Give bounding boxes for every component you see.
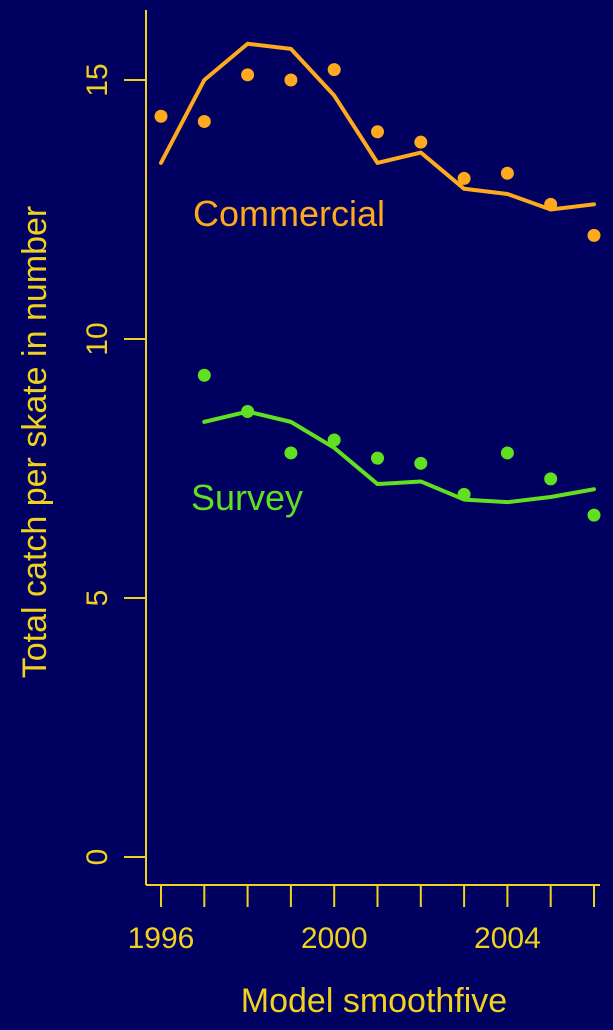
- x-tick-label: 2004: [474, 922, 541, 955]
- commercial-data-point: [327, 63, 341, 77]
- survey-data-point: [284, 446, 298, 460]
- commercial-data-point: [197, 114, 211, 128]
- survey-data-point: [327, 433, 341, 447]
- commercial-data-point: [587, 228, 601, 242]
- x-tick-label: 1996: [128, 922, 195, 955]
- commercial-data-point: [457, 171, 471, 185]
- survey-data-point: [500, 446, 514, 460]
- commercial-data-point: [544, 197, 558, 211]
- survey-data-point: [241, 405, 255, 419]
- y-axis-title: Total catch per skate in number: [16, 206, 54, 678]
- survey-data-point: [544, 472, 558, 486]
- y-tick-label: 15: [81, 63, 114, 96]
- commercial-data-point: [154, 109, 168, 123]
- survey-data-point: [587, 508, 601, 522]
- x-axis-title: Model smoothfive: [241, 982, 507, 1020]
- y-tick-label: 0: [81, 849, 114, 866]
- commercial-data-point: [241, 68, 255, 82]
- commercial-data-point: [414, 135, 428, 149]
- commercial-data-point: [371, 125, 384, 139]
- survey-data-point: [197, 368, 211, 382]
- x-tick-label: 2000: [301, 922, 368, 955]
- survey-fit-line: [202, 409, 596, 505]
- axes: 0 5 10 15 1996 2000 2004: [81, 10, 600, 955]
- survey-series-label: Survey: [191, 477, 303, 518]
- survey-data-point: [457, 487, 471, 501]
- y-tick-label: 10: [81, 322, 114, 355]
- series-layer: Commercial Survey: [154, 41, 601, 522]
- commercial-fit-line: [159, 41, 596, 212]
- commercial-data-point: [284, 73, 298, 87]
- commercial-data-point: [500, 166, 514, 180]
- survey-data-point: [414, 456, 428, 470]
- survey-data-point: [371, 451, 384, 465]
- commercial-series-label: Commercial: [193, 193, 385, 234]
- y-tick-label: 5: [81, 590, 114, 607]
